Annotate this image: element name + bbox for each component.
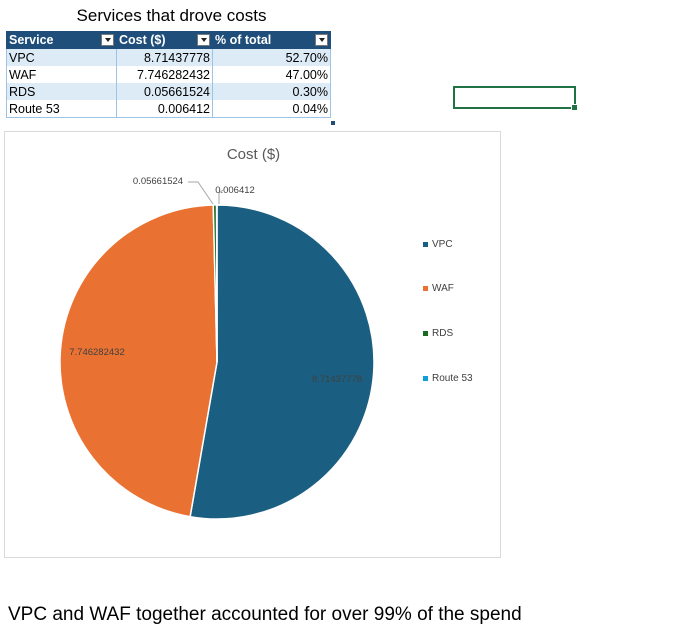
table-row: VPC 8.71437778 52.70%: [6, 48, 331, 66]
legend-swatch: [423, 285, 428, 291]
cell-percent[interactable]: 0.30%: [212, 83, 331, 100]
table-header-row: Service Cost ($) % of total: [6, 31, 331, 49]
header-service[interactable]: Service: [6, 31, 117, 49]
table-resize-handle[interactable]: [331, 121, 335, 125]
legend-item-route53[interactable]: Route 53: [423, 373, 473, 384]
cell-cost[interactable]: 7.746282432: [116, 66, 213, 83]
data-label-route53: 0.006412: [215, 185, 255, 196]
cell-percent[interactable]: 52.70%: [212, 48, 331, 66]
fill-handle[interactable]: [571, 104, 578, 111]
table-row: Route 53 0.006412 0.04%: [6, 100, 331, 118]
services-table[interactable]: Service Cost ($) % of total VPC 8.714377…: [6, 31, 331, 118]
cell-cost[interactable]: 8.71437778: [116, 48, 213, 66]
data-label-vpc: 8.71437778: [312, 374, 362, 385]
table-row: WAF 7.746282432 47.00%: [6, 66, 331, 83]
table-row: RDS 0.05661524 0.30%: [6, 83, 331, 100]
cell-percent[interactable]: 47.00%: [212, 66, 331, 83]
legend-item-vpc[interactable]: VPC: [423, 239, 453, 250]
legend-item-rds[interactable]: RDS: [423, 328, 453, 339]
data-label-waf: 7.746282432: [69, 347, 124, 358]
leader-line-route53: [218, 189, 224, 204]
legend-swatch: [423, 241, 428, 247]
filter-dropdown-icon[interactable]: [197, 34, 210, 46]
selected-cell[interactable]: [453, 86, 578, 111]
cell-service[interactable]: WAF: [6, 66, 117, 83]
cell-service[interactable]: RDS: [6, 83, 117, 100]
cell-cost[interactable]: 0.05661524: [116, 83, 213, 100]
caption-text: VPC and WAF together accounted for over …: [8, 604, 522, 625]
pie-chart-plot: 8.71437778 7.746282432 0.05661524 0.006412: [59, 176, 375, 520]
pie-slice-vpc[interactable]: [189, 204, 375, 520]
cell-cost[interactable]: 0.006412: [116, 100, 213, 118]
header-percent[interactable]: % of total: [212, 31, 331, 49]
data-label-rds: 0.05661524: [133, 176, 183, 187]
legend-swatch: [423, 375, 428, 381]
table-title: Services that drove costs: [76, 6, 267, 25]
legend-item-waf[interactable]: WAF: [423, 283, 454, 294]
cell-service[interactable]: Route 53: [6, 100, 117, 118]
legend-swatch: [423, 330, 428, 336]
filter-dropdown-icon[interactable]: [315, 34, 328, 46]
pie-chart[interactable]: Cost ($) 8.71437778 7.746282432 0.05661524…: [4, 131, 501, 558]
cell-service[interactable]: VPC: [6, 48, 117, 66]
pie-slice-waf[interactable]: [59, 204, 218, 518]
header-cost[interactable]: Cost ($): [116, 31, 213, 49]
filter-dropdown-icon[interactable]: [101, 34, 114, 46]
cell-percent[interactable]: 0.04%: [212, 100, 331, 118]
chart-title: Cost ($): [226, 146, 281, 163]
leader-line-rds: [188, 181, 214, 205]
